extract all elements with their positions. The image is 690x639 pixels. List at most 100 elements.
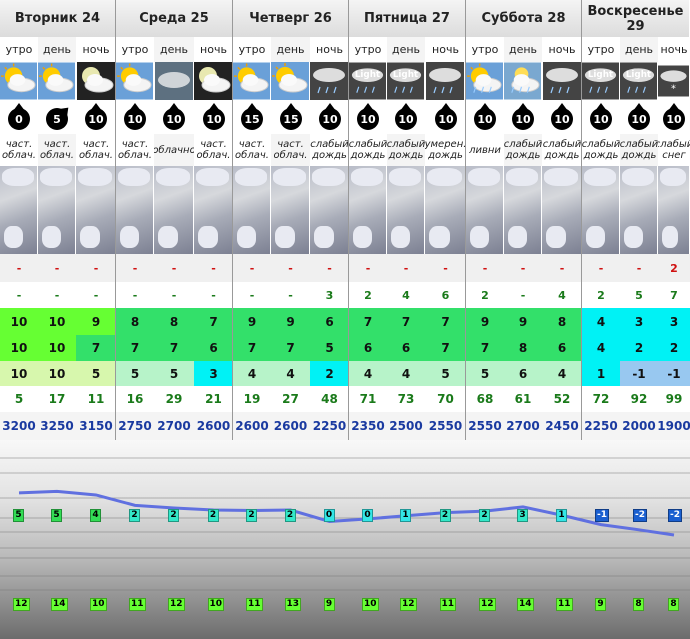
temperature-t2: 6 bbox=[194, 335, 233, 361]
humidity-value: 17 bbox=[38, 386, 76, 412]
icon-label: Light bbox=[626, 70, 651, 80]
snow-value: - bbox=[504, 254, 542, 282]
temperature-t2: 8 bbox=[504, 335, 542, 361]
wind-indicator: 10 bbox=[154, 100, 194, 134]
temperature-t3: 6 bbox=[504, 361, 542, 386]
radar-map-icon bbox=[504, 166, 542, 254]
temperature-chart: 5 5 4 2 2 2 2 2 0 0 1 2 2 3 1 -1 -2 -2 12 14 10 11 12 10 11 13 9 10… bbox=[0, 440, 690, 639]
temperature-t1: 4 bbox=[582, 308, 620, 335]
wind-speed: 10 bbox=[206, 113, 222, 126]
temperature-t1: 9 bbox=[233, 308, 271, 335]
rain-icon bbox=[310, 62, 349, 100]
radar-map-icon bbox=[542, 166, 582, 254]
freezing-level: 3150 bbox=[76, 412, 116, 440]
temperature-t3: 4 bbox=[349, 361, 387, 386]
precip-value: - bbox=[504, 282, 542, 308]
wind-indicator: 10 bbox=[504, 100, 542, 134]
temperature-t2: 7 bbox=[466, 335, 504, 361]
period-label: день bbox=[38, 37, 76, 62]
temperature-t3: 10 bbox=[0, 361, 38, 386]
upper-marker: -1 bbox=[595, 509, 609, 522]
condition-text: слабый дождь bbox=[542, 134, 582, 166]
humidity-value: 16 bbox=[116, 386, 154, 412]
period-label: ночь bbox=[658, 37, 690, 62]
humidity-value: 70 bbox=[425, 386, 466, 412]
snow-value: - bbox=[582, 254, 620, 282]
temperature-t2: 10 bbox=[0, 335, 38, 361]
condition-text: слабый дождь bbox=[582, 134, 620, 166]
freezing-level: 2600 bbox=[233, 412, 271, 440]
snow-value: - bbox=[154, 254, 194, 282]
wind-indicator: 10 bbox=[466, 100, 504, 134]
day-header: Среда 25 bbox=[116, 0, 233, 37]
condition-text: слабый дождь bbox=[620, 134, 658, 166]
icon-label: Light bbox=[588, 70, 613, 80]
rain-icon bbox=[425, 62, 466, 100]
snow-value: - bbox=[38, 254, 76, 282]
humidity-value: 92 bbox=[620, 386, 658, 412]
period-label: утро bbox=[116, 37, 154, 62]
temperature-t2: 2 bbox=[658, 335, 690, 361]
snow-value: - bbox=[620, 254, 658, 282]
lower-marker: 12 bbox=[400, 598, 417, 611]
snow-value: - bbox=[194, 254, 233, 282]
temperature-t2: 7 bbox=[116, 335, 154, 361]
wind-arrow-icon: 10 bbox=[512, 103, 534, 130]
wind-arrow-icon: 10 bbox=[590, 103, 612, 130]
temperature-t2: 6 bbox=[542, 335, 582, 361]
temperature-t2: 6 bbox=[349, 335, 387, 361]
radar-map-icon bbox=[233, 166, 271, 254]
upper-marker: 0 bbox=[362, 509, 373, 522]
humidity-value: 21 bbox=[194, 386, 233, 412]
light-rain-icon: Light bbox=[620, 62, 658, 100]
wind-indicator: 5 bbox=[38, 100, 76, 134]
freezing-level: 2550 bbox=[425, 412, 466, 440]
precip-value: 4 bbox=[387, 282, 425, 308]
temperature-t3: -1 bbox=[620, 361, 658, 386]
precip-value: - bbox=[76, 282, 116, 308]
freezing-level: 2550 bbox=[466, 412, 504, 440]
precip-value: 3 bbox=[310, 282, 349, 308]
upper-marker: 2 bbox=[479, 509, 490, 522]
wind-arrow-icon: 15 bbox=[279, 103, 302, 130]
wind-speed: 5 bbox=[53, 113, 61, 126]
freezing-level: 3200 bbox=[0, 412, 38, 440]
condition-text: част. облач. bbox=[194, 134, 233, 166]
condition-text: умерен. дождь bbox=[425, 134, 466, 166]
wind-speed: 10 bbox=[88, 113, 104, 126]
temperature-t2: 10 bbox=[38, 335, 76, 361]
wind-speed: 10 bbox=[127, 113, 143, 126]
precip-value: 6 bbox=[425, 282, 466, 308]
condition-text: част. облач. bbox=[116, 134, 154, 166]
upper-marker: 1 bbox=[400, 509, 411, 522]
temperature-t2: 4 bbox=[582, 335, 620, 361]
temperature-t3: 4 bbox=[233, 361, 271, 386]
temperature-t1: 9 bbox=[271, 308, 310, 335]
temperature-t3: 4 bbox=[542, 361, 582, 386]
snow-value: - bbox=[387, 254, 425, 282]
period-label: день bbox=[504, 37, 542, 62]
rain-icon bbox=[542, 62, 582, 100]
freezing-level: 2350 bbox=[349, 412, 387, 440]
precip-value: - bbox=[38, 282, 76, 308]
sun-cloud-icon bbox=[38, 62, 76, 100]
precip-value: 2 bbox=[582, 282, 620, 308]
svg-text:*: * bbox=[671, 84, 676, 95]
condition-text: част. облач. bbox=[271, 134, 310, 166]
radar-map-icon bbox=[0, 166, 38, 254]
wind-indicator: 10 bbox=[582, 100, 620, 134]
temperature-t1: 3 bbox=[658, 308, 690, 335]
condition-text: слабый дождь bbox=[349, 134, 387, 166]
precip-value: - bbox=[233, 282, 271, 308]
wind-indicator: 10 bbox=[658, 100, 690, 134]
period-label: утро bbox=[0, 37, 38, 62]
lower-marker: 10 bbox=[362, 598, 379, 611]
condition-text: облачно bbox=[154, 134, 194, 166]
snow-value: - bbox=[233, 254, 271, 282]
rain-cloud-icon bbox=[504, 62, 542, 100]
snow-value: - bbox=[0, 254, 38, 282]
temperature-t2: 2 bbox=[620, 335, 658, 361]
radar-map-icon bbox=[38, 166, 76, 254]
temperature-t1: 6 bbox=[310, 308, 349, 335]
radar-map-icon bbox=[76, 166, 116, 254]
